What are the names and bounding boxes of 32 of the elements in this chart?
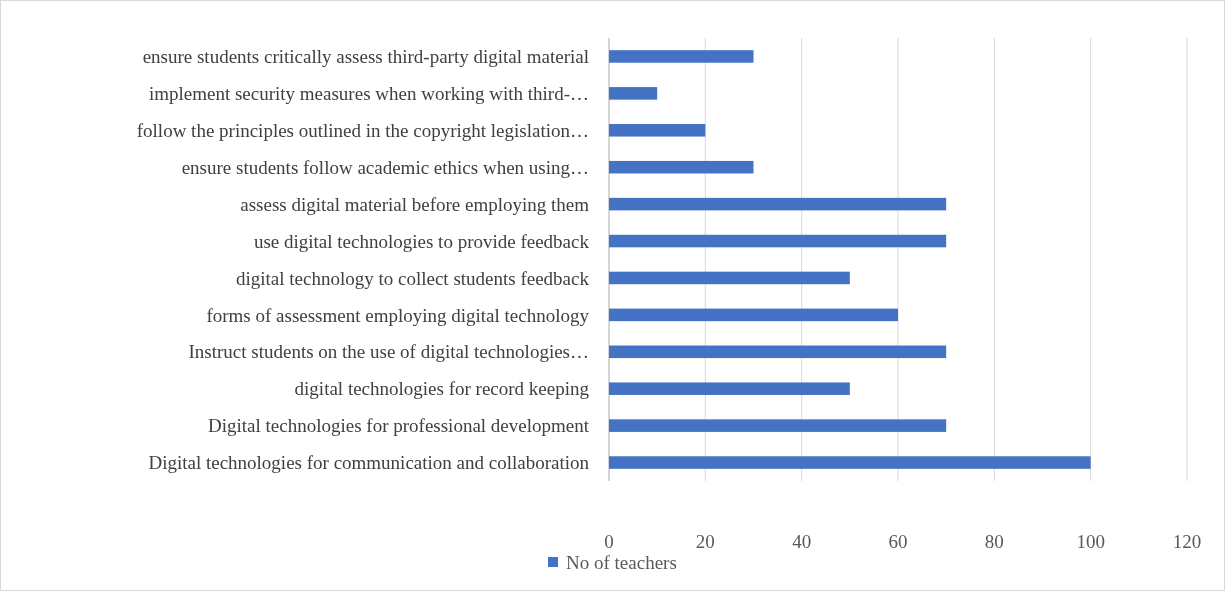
x-tick-label: 80 (984, 531, 1004, 552)
y-tick-label: digital technology to collect students feedback (236, 267, 590, 289)
y-tick-label: implement security measures when working with third-… (148, 83, 589, 105)
bar (609, 456, 1091, 469)
bar (609, 271, 850, 285)
y-tick-label: Digital technologies for professional development (208, 415, 590, 437)
legend-label: No of teachers (566, 551, 677, 573)
bar (609, 234, 947, 248)
bar (609, 345, 947, 359)
y-tick-label: Digital technologies for communication and collaboration (148, 452, 590, 474)
y-tick-label: assess digital material before employing them (240, 193, 590, 215)
y-tick-label: forms of assessment employing digital technology (206, 304, 590, 326)
bar (609, 50, 754, 63)
x-tick-label: 40 (792, 531, 812, 552)
x-tick-label: 0 (604, 531, 614, 552)
y-tick-label: ensure students follow academic ethics when using… (181, 156, 589, 178)
y-tick-label: follow the principles outlined in the copyright legislation… (136, 119, 589, 141)
y-tick-label: digital technologies for record keeping (294, 378, 590, 400)
x-tick-label: 100 (1076, 531, 1105, 552)
y-tick-label: use digital technologies to provide feedback (253, 230, 590, 252)
bar (609, 308, 898, 322)
bar (609, 124, 706, 137)
bar (609, 419, 947, 432)
x-tick-label: 20 (695, 531, 715, 552)
bar (609, 87, 658, 100)
y-tick-label: Instruct students on the use of digital technologies… (188, 341, 589, 363)
x-tick-label: 60 (888, 531, 908, 552)
bar (609, 197, 947, 211)
x-tick-label: 120 (1172, 531, 1202, 552)
bar (609, 382, 850, 395)
y-tick-label: ensure students critically assess third-party digital material (142, 46, 589, 68)
bar (609, 160, 754, 174)
